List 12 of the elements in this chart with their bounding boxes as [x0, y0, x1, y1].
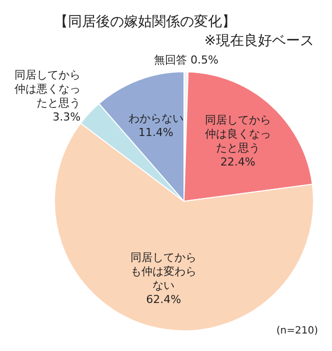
chart-subtitle: ※現在良好ベース [204, 32, 314, 49]
slice-label: 同居してから仲は悪くなったと思う [14, 68, 81, 110]
slice-label: 無回答 0.5% [154, 54, 218, 67]
data-label: 22.4% [220, 156, 256, 169]
slice-label: わからない [128, 112, 184, 125]
data-label: 62.4% [146, 292, 182, 306]
slice-label: 同居してからも仲は変わらない [130, 250, 197, 292]
data-label: 11.4% [138, 126, 174, 139]
chart-title: 【同居後の嫁姑関係の変化】 [54, 14, 236, 30]
slice-label: 同居してから仲は良くなったと思う [204, 114, 271, 155]
text: (n=210) [276, 326, 318, 337]
data-label: 3.3% [52, 110, 81, 124]
